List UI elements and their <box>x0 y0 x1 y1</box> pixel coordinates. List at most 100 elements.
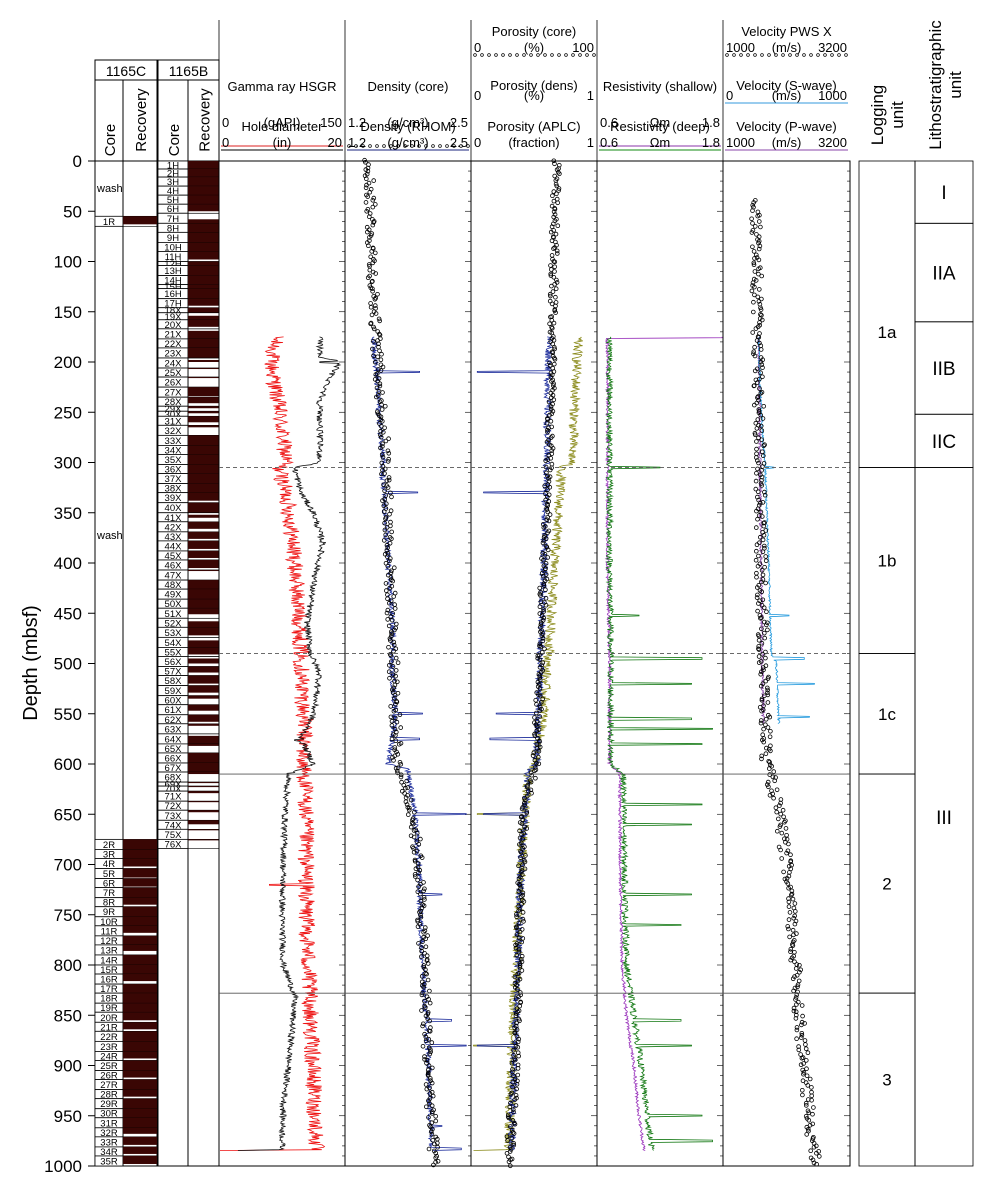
recovery-bar <box>188 377 219 379</box>
core-label: 52X <box>165 618 183 629</box>
recovery-bar <box>188 829 219 831</box>
data-point <box>538 620 544 626</box>
track-title: Velocity PWS X <box>741 24 832 39</box>
data-point <box>366 243 371 249</box>
data-point <box>381 538 387 543</box>
data-point <box>754 232 759 237</box>
track-title: Porosity (core) <box>492 24 577 39</box>
recovery-bar <box>188 338 219 348</box>
data-point <box>426 1115 431 1120</box>
recovery-bar <box>188 464 219 474</box>
series-dots-porosity-core- <box>504 158 562 1169</box>
data-point <box>811 1105 816 1110</box>
data-point <box>519 968 525 973</box>
data-point <box>371 220 376 225</box>
data-point <box>391 642 397 648</box>
data-point <box>363 185 369 191</box>
data-point <box>427 988 432 994</box>
data-point <box>506 1159 512 1164</box>
data-point <box>800 1067 805 1073</box>
data-point <box>370 198 376 203</box>
legend-dot <box>557 53 561 57</box>
recovery-bar <box>188 675 219 684</box>
data-point <box>758 615 763 621</box>
data-point <box>372 303 378 308</box>
data-point <box>794 1027 800 1033</box>
data-point <box>546 452 552 458</box>
recovery-bar <box>188 502 219 513</box>
data-point <box>511 1142 517 1148</box>
core-label: 10H <box>164 242 182 253</box>
core-label: 8R <box>103 898 115 909</box>
data-point <box>540 635 546 641</box>
core-label: 11H <box>165 252 182 263</box>
core-label: 46X <box>165 561 183 572</box>
data-point <box>517 883 523 888</box>
data-point <box>433 1155 439 1161</box>
data-point <box>792 901 798 906</box>
data-point <box>753 252 759 258</box>
data-point <box>759 428 765 433</box>
data-point <box>390 664 396 669</box>
data-point <box>510 1080 516 1085</box>
data-point <box>807 1076 813 1082</box>
core-label: 22X <box>165 339 183 350</box>
data-point <box>514 1081 520 1087</box>
data-point <box>752 224 758 229</box>
y-tick-label: 50 <box>63 202 82 221</box>
data-point <box>779 856 784 861</box>
legend-dot <box>438 144 442 148</box>
recovery-bar <box>188 580 219 590</box>
data-point <box>511 1109 516 1115</box>
data-point <box>510 1107 516 1112</box>
data-point <box>547 291 553 297</box>
data-point <box>513 1103 519 1108</box>
data-point <box>535 754 541 760</box>
data-point <box>430 1093 436 1099</box>
data-point <box>420 1021 426 1027</box>
core-label: 58X <box>165 676 183 687</box>
recovery-interval <box>187 357 220 369</box>
data-point <box>551 320 557 326</box>
data-point <box>384 548 390 553</box>
data-point <box>544 544 550 550</box>
data-point <box>546 399 552 405</box>
track-scale-max: 1.8 <box>702 135 720 150</box>
data-point <box>760 537 766 543</box>
data-point <box>760 651 765 657</box>
recovery-bar <box>123 954 157 965</box>
data-point <box>756 644 761 649</box>
data-point <box>767 772 772 777</box>
data-point <box>749 216 754 222</box>
data-point <box>537 708 543 713</box>
data-point <box>798 1062 804 1067</box>
data-point <box>760 453 766 459</box>
core-label: 36X <box>165 465 183 476</box>
data-point <box>760 374 765 380</box>
data-point <box>510 1130 516 1135</box>
recovery-bar <box>188 559 219 569</box>
y-axis-label: Depth (mbsf) <box>20 605 42 721</box>
data-point <box>363 200 369 205</box>
logging-unit-label: 1c <box>878 705 896 724</box>
data-point <box>554 277 559 283</box>
wash-label: wash <box>96 530 123 542</box>
data-point <box>765 779 771 785</box>
data-point <box>552 346 557 352</box>
data-point <box>545 509 551 515</box>
data-point <box>517 1003 522 1009</box>
data-point <box>756 435 761 441</box>
data-point <box>551 361 557 367</box>
data-point <box>421 984 427 990</box>
recovery-bar <box>123 1022 157 1030</box>
data-point <box>756 513 762 518</box>
data-point <box>548 271 553 277</box>
data-point <box>364 209 370 214</box>
data-point <box>543 458 548 464</box>
data-point <box>516 908 521 914</box>
data-point <box>520 910 526 915</box>
data-point <box>785 848 791 854</box>
data-point <box>391 648 396 654</box>
legend-dot <box>725 53 729 57</box>
data-point <box>750 280 756 286</box>
